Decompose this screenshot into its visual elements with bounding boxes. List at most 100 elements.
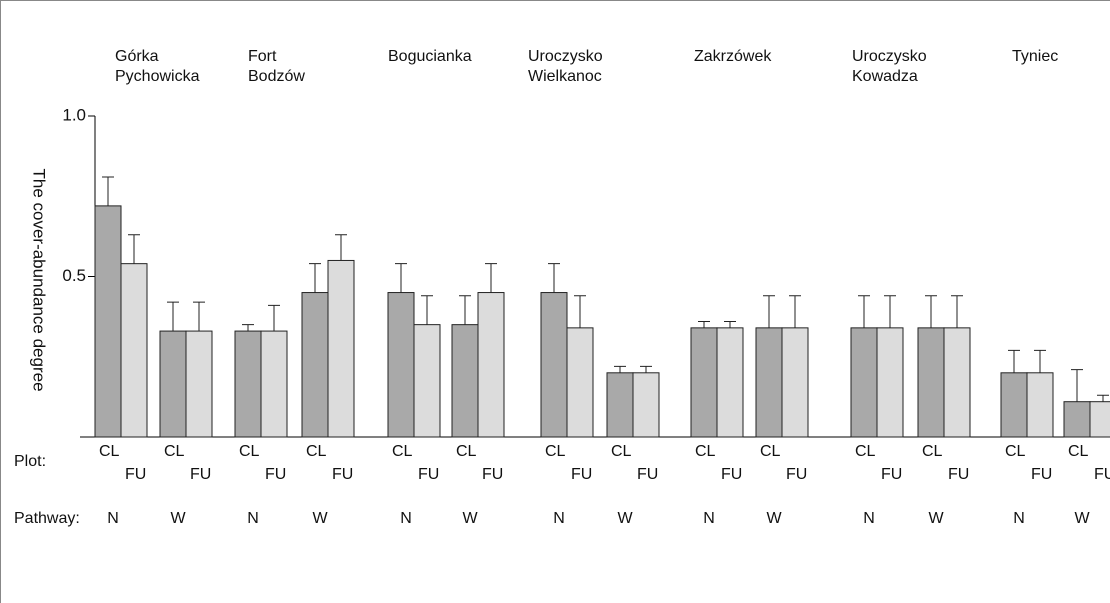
bar — [606, 372, 634, 438]
pathway-tick-label: W — [1074, 510, 1090, 527]
plot-cl-label: CL — [99, 443, 120, 460]
bar — [540, 292, 568, 438]
plot-cl-label: CL — [456, 443, 477, 460]
bar — [185, 330, 213, 438]
bar — [755, 327, 783, 438]
bar — [1000, 372, 1028, 438]
bar — [159, 330, 187, 438]
plot-cl-label: CL — [239, 443, 260, 460]
plot-fu-label: FU — [1094, 466, 1110, 483]
plot-label: Plot: — [14, 453, 46, 470]
bar — [876, 327, 904, 438]
bar — [234, 330, 262, 438]
error-bar — [335, 234, 347, 261]
error-bar — [128, 234, 140, 264]
plot-cl-label: CL — [695, 443, 716, 460]
bar — [260, 330, 288, 438]
bar — [301, 292, 329, 438]
pathway-tick-label: W — [766, 510, 782, 527]
plot-cl-label: CL — [306, 443, 327, 460]
pathway-tick-label: N — [1013, 510, 1025, 527]
error-bar — [268, 304, 280, 332]
error-bar — [640, 365, 652, 373]
error-bar — [459, 295, 471, 325]
bar — [632, 372, 660, 438]
error-bar — [1071, 369, 1083, 402]
plot-fu-label: FU — [418, 466, 439, 483]
bar — [1063, 401, 1091, 438]
plot-fu-label: FU — [571, 466, 592, 483]
error-bar — [698, 320, 710, 328]
error-bar — [884, 295, 896, 328]
error-bar — [485, 263, 497, 293]
pathway-tick-label: W — [312, 510, 328, 527]
site-label: Bogucianka — [388, 48, 472, 65]
plot-cl-label: CL — [760, 443, 781, 460]
error-bar — [548, 263, 560, 293]
bar — [1026, 372, 1054, 438]
pathway-tick-label: N — [247, 510, 259, 527]
bar — [387, 292, 415, 438]
plot-fu-label: FU — [332, 466, 353, 483]
error-bar — [763, 295, 775, 328]
plot-fu-label: FU — [637, 466, 658, 483]
site-label: Fort — [248, 48, 277, 65]
error-bar — [614, 365, 626, 373]
pathway-tick-label: W — [928, 510, 944, 527]
bar — [413, 324, 441, 438]
site-label: Wielkanoc — [528, 68, 602, 85]
pathway-tick-label: N — [400, 510, 412, 527]
pathway-tick-label: N — [107, 510, 119, 527]
plot-fu-label: FU — [786, 466, 807, 483]
pathway-tick-label: W — [617, 510, 633, 527]
error-bar — [395, 263, 407, 293]
plot-fu-label: FU — [948, 466, 969, 483]
plot-fu-label: FU — [265, 466, 286, 483]
site-label: Uroczysko — [528, 48, 603, 65]
site-label: Zakrzówek — [694, 48, 772, 65]
error-bar — [574, 295, 586, 328]
plot-cl-label: CL — [855, 443, 876, 460]
plot-cl-label: CL — [1005, 443, 1026, 460]
plot-fu-label: FU — [881, 466, 902, 483]
error-bar — [193, 301, 205, 332]
plot-fu-label: FU — [721, 466, 742, 483]
error-bar — [102, 176, 114, 206]
bar — [94, 205, 122, 438]
plot-cl-label: CL — [1068, 443, 1089, 460]
pathway-tick-label: N — [553, 510, 565, 527]
error-bar — [421, 295, 433, 325]
plot-fu-label: FU — [482, 466, 503, 483]
site-label: Górka — [115, 48, 159, 65]
bar — [781, 327, 809, 438]
y-axis-label: The cover-abundance degree — [30, 168, 49, 391]
pathway-tick-label: W — [170, 510, 186, 527]
plot-cl-label: CL — [164, 443, 185, 460]
y-tick-label: 0.5 — [62, 266, 86, 285]
bar — [943, 327, 971, 438]
error-bar — [724, 320, 736, 328]
error-bar — [789, 295, 801, 328]
plot-cl-label: CL — [611, 443, 632, 460]
bar — [690, 327, 718, 438]
plot-cl-label: CL — [545, 443, 566, 460]
pathway-tick-label: W — [462, 510, 478, 527]
error-bar — [242, 324, 254, 332]
pathway-tick-label: N — [703, 510, 715, 527]
bar — [566, 327, 594, 438]
error-bar — [1034, 349, 1046, 373]
bar — [477, 292, 505, 438]
plot-cl-label: CL — [392, 443, 413, 460]
bar — [327, 259, 355, 438]
site-label: Pychowicka — [115, 68, 200, 85]
pathway-tick-label: N — [863, 510, 875, 527]
site-label: Bodzów — [248, 68, 305, 85]
error-bar — [1097, 394, 1109, 402]
bar — [451, 324, 479, 438]
error-bar — [167, 301, 179, 332]
pathway-label: Pathway: — [14, 510, 80, 527]
error-bar — [1008, 349, 1020, 373]
bar — [1089, 401, 1110, 438]
